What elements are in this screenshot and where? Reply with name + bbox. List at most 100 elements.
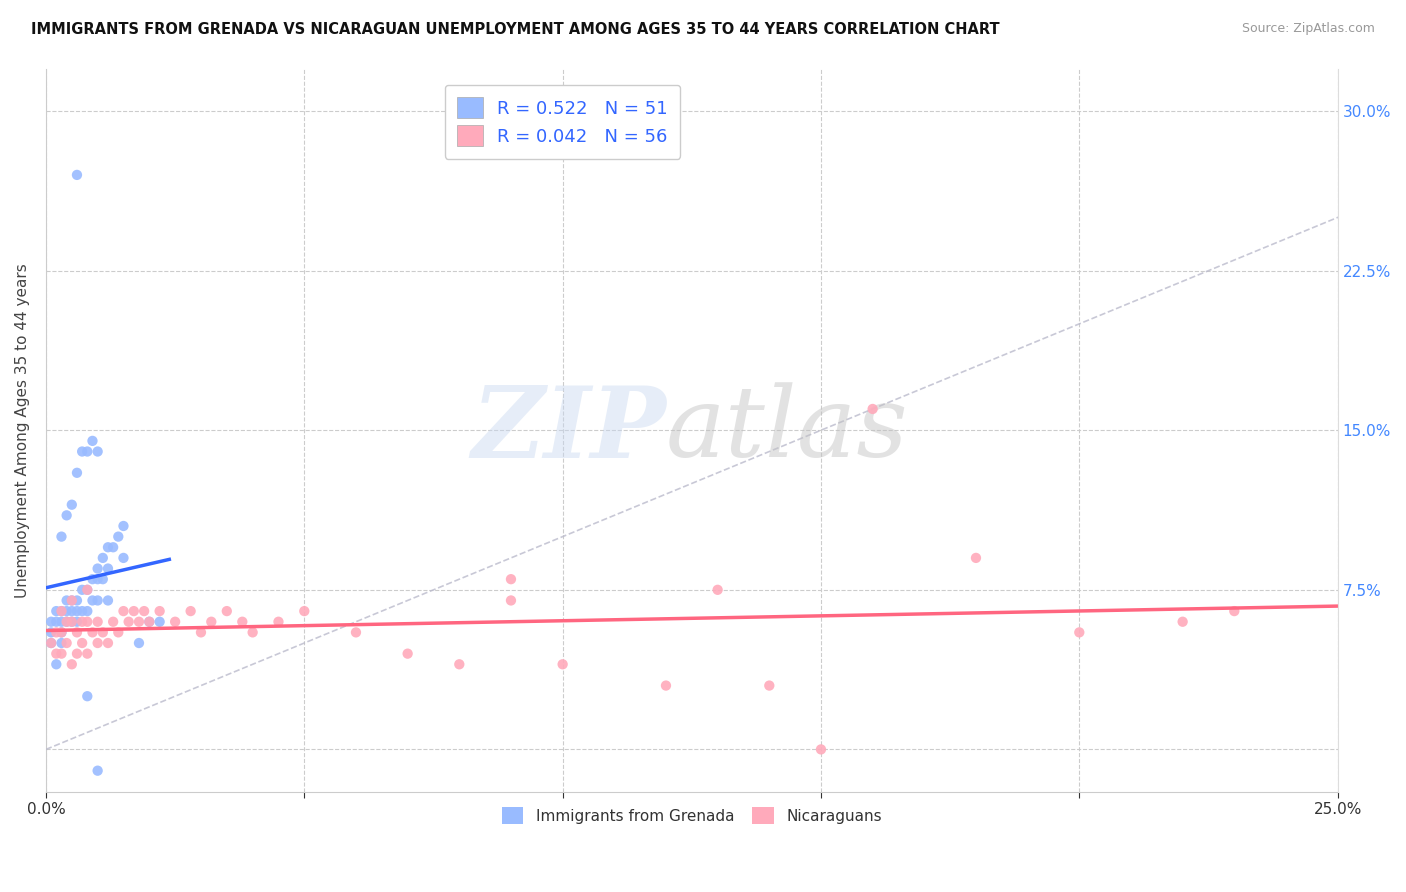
Point <box>70 604 93 618</box>
Point <box>66 625 89 640</box>
Point <box>112 550 135 565</box>
Point <box>60 604 83 618</box>
Point <box>51 615 73 629</box>
Text: ZIP: ZIP <box>471 382 666 478</box>
Point <box>82 434 104 448</box>
Point <box>107 625 129 640</box>
Point <box>86 561 108 575</box>
Point <box>51 604 73 618</box>
Point <box>55 615 77 629</box>
Point <box>267 615 290 629</box>
Text: Source: ZipAtlas.com: Source: ZipAtlas.com <box>1241 22 1375 36</box>
Point <box>82 625 104 640</box>
Point <box>396 647 419 661</box>
Point <box>112 604 135 618</box>
Point <box>55 508 77 523</box>
Point <box>499 593 522 607</box>
Point <box>70 582 93 597</box>
Point <box>97 561 120 575</box>
Point <box>1223 604 1246 618</box>
Point <box>86 636 108 650</box>
Point <box>70 615 93 629</box>
Point <box>165 615 187 629</box>
Point <box>51 625 73 640</box>
Point <box>60 657 83 672</box>
Point <box>82 593 104 607</box>
Point <box>242 625 264 640</box>
Point <box>55 604 77 618</box>
Point <box>76 582 98 597</box>
Point <box>134 604 156 618</box>
Point <box>344 625 367 640</box>
Point <box>45 657 67 672</box>
Point <box>66 466 89 480</box>
Point <box>758 679 780 693</box>
Point <box>39 625 62 640</box>
Point <box>1171 615 1194 629</box>
Point <box>107 530 129 544</box>
Point <box>215 604 238 618</box>
Point <box>86 593 108 607</box>
Point <box>51 530 73 544</box>
Point <box>128 636 150 650</box>
Point <box>1069 625 1091 640</box>
Point <box>82 572 104 586</box>
Point <box>91 625 114 640</box>
Point <box>60 593 83 607</box>
Point <box>51 636 73 650</box>
Point <box>66 604 89 618</box>
Point <box>39 636 62 650</box>
Point <box>449 657 471 672</box>
Point <box>60 498 83 512</box>
Point <box>45 625 67 640</box>
Point <box>128 615 150 629</box>
Point <box>91 572 114 586</box>
Point <box>76 647 98 661</box>
Point <box>39 636 62 650</box>
Point <box>76 582 98 597</box>
Text: IMMIGRANTS FROM GRENADA VS NICARAGUAN UNEMPLOYMENT AMONG AGES 35 TO 44 YEARS COR: IMMIGRANTS FROM GRENADA VS NICARAGUAN UN… <box>31 22 1000 37</box>
Point <box>149 604 172 618</box>
Point <box>76 444 98 458</box>
Point <box>51 625 73 640</box>
Point <box>117 615 139 629</box>
Point <box>60 615 83 629</box>
Point <box>55 615 77 629</box>
Point <box>97 541 120 555</box>
Point <box>39 615 62 629</box>
Point <box>55 593 77 607</box>
Point <box>200 615 222 629</box>
Point <box>86 444 108 458</box>
Point <box>112 519 135 533</box>
Point <box>655 679 678 693</box>
Point <box>76 604 98 618</box>
Point <box>76 690 98 704</box>
Point <box>86 764 108 778</box>
Point <box>101 615 124 629</box>
Point <box>292 604 315 618</box>
Text: atlas: atlas <box>666 383 908 478</box>
Point <box>60 593 83 607</box>
Point <box>55 636 77 650</box>
Point <box>45 647 67 661</box>
Point <box>138 615 160 629</box>
Point <box>45 615 67 629</box>
Point <box>149 615 172 629</box>
Point <box>70 444 93 458</box>
Point <box>66 615 89 629</box>
Point <box>60 615 83 629</box>
Point <box>706 582 728 597</box>
Point <box>76 615 98 629</box>
Point <box>231 615 253 629</box>
Point <box>810 742 832 756</box>
Point <box>51 604 73 618</box>
Point <box>86 572 108 586</box>
Point <box>499 572 522 586</box>
Legend: Immigrants from Grenada, Nicaraguans: Immigrants from Grenada, Nicaraguans <box>491 796 893 835</box>
Y-axis label: Unemployment Among Ages 35 to 44 years: Unemployment Among Ages 35 to 44 years <box>15 263 30 598</box>
Point <box>45 604 67 618</box>
Point <box>70 636 93 650</box>
Point <box>86 615 108 629</box>
Point <box>190 625 212 640</box>
Point <box>97 636 120 650</box>
